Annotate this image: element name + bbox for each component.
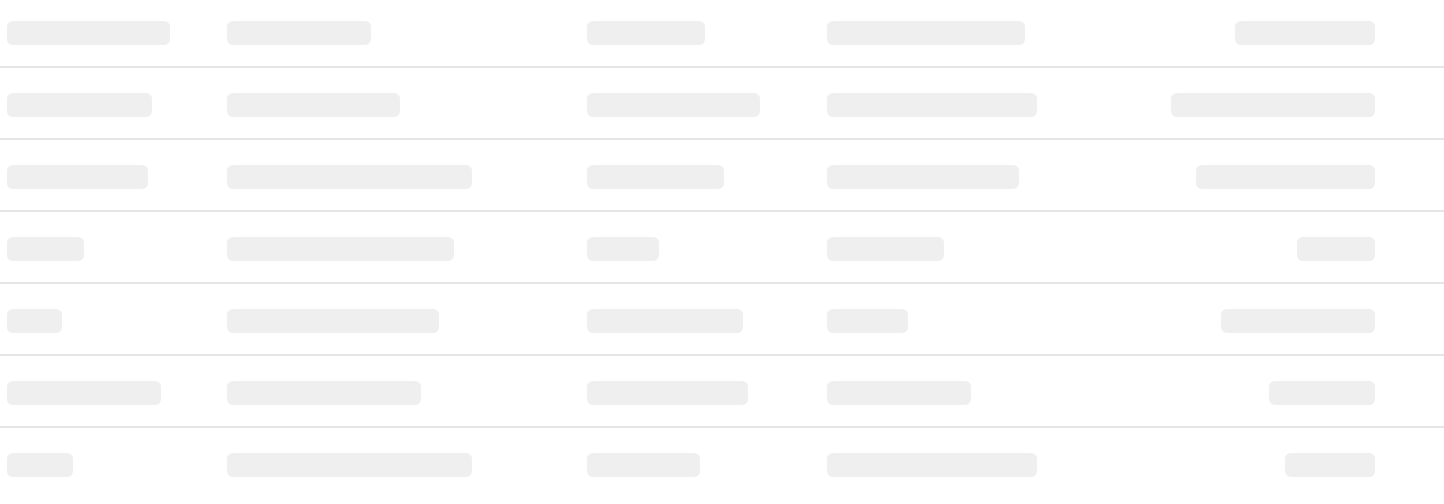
skeleton-cell-col-3 bbox=[587, 453, 700, 477]
row-divider bbox=[0, 426, 1444, 428]
skeleton-cell-col-4 bbox=[827, 165, 1019, 189]
skeleton-cell-col-2 bbox=[227, 309, 439, 333]
skeleton-cell-col-1 bbox=[7, 21, 170, 45]
skeleton-cell-col-5 bbox=[1221, 309, 1375, 333]
skeleton-row bbox=[0, 360, 1444, 432]
skeleton-cell-col-5 bbox=[1235, 21, 1375, 45]
skeleton-cell-col-5 bbox=[1171, 93, 1375, 117]
skeleton-cell-col-4 bbox=[827, 453, 1037, 477]
skeleton-cell-col-1 bbox=[7, 453, 73, 477]
skeleton-table bbox=[0, 0, 1444, 477]
skeleton-cell-col-2 bbox=[227, 93, 400, 117]
skeleton-cell-col-4 bbox=[827, 381, 971, 405]
skeleton-cell-col-1 bbox=[7, 381, 161, 405]
skeleton-row bbox=[0, 216, 1444, 288]
skeleton-cell-col-1 bbox=[7, 309, 62, 333]
skeleton-cell-col-2 bbox=[227, 381, 421, 405]
skeleton-row bbox=[0, 432, 1444, 504]
row-divider bbox=[0, 282, 1444, 284]
skeleton-cell-col-3 bbox=[587, 93, 760, 117]
skeleton-cell-col-3 bbox=[587, 309, 743, 333]
skeleton-cell-col-3 bbox=[587, 381, 748, 405]
skeleton-cell-col-3 bbox=[587, 21, 705, 45]
skeleton-cell-col-5 bbox=[1297, 237, 1375, 261]
skeleton-cell-col-1 bbox=[7, 165, 148, 189]
skeleton-cell-col-2 bbox=[227, 237, 454, 261]
skeleton-row bbox=[0, 0, 1444, 72]
skeleton-cell-col-4 bbox=[827, 21, 1025, 45]
skeleton-row bbox=[0, 144, 1444, 216]
skeleton-cell-col-5 bbox=[1269, 381, 1375, 405]
skeleton-cell-col-4 bbox=[827, 309, 908, 333]
skeleton-cell-col-4 bbox=[827, 93, 1037, 117]
skeleton-cell-col-2 bbox=[227, 21, 371, 45]
skeleton-cell-col-1 bbox=[7, 93, 152, 117]
skeleton-row bbox=[0, 72, 1444, 144]
row-divider bbox=[0, 138, 1444, 140]
skeleton-cell-col-3 bbox=[587, 165, 724, 189]
row-divider bbox=[0, 66, 1444, 68]
skeleton-cell-col-2 bbox=[227, 453, 472, 477]
skeleton-cell-col-4 bbox=[827, 237, 944, 261]
row-divider bbox=[0, 354, 1444, 356]
skeleton-cell-col-5 bbox=[1196, 165, 1375, 189]
skeleton-cell-col-5 bbox=[1285, 453, 1375, 477]
skeleton-cell-col-3 bbox=[587, 237, 659, 261]
skeleton-cell-col-2 bbox=[227, 165, 472, 189]
row-divider bbox=[0, 210, 1444, 212]
skeleton-row bbox=[0, 288, 1444, 360]
skeleton-cell-col-1 bbox=[7, 237, 84, 261]
